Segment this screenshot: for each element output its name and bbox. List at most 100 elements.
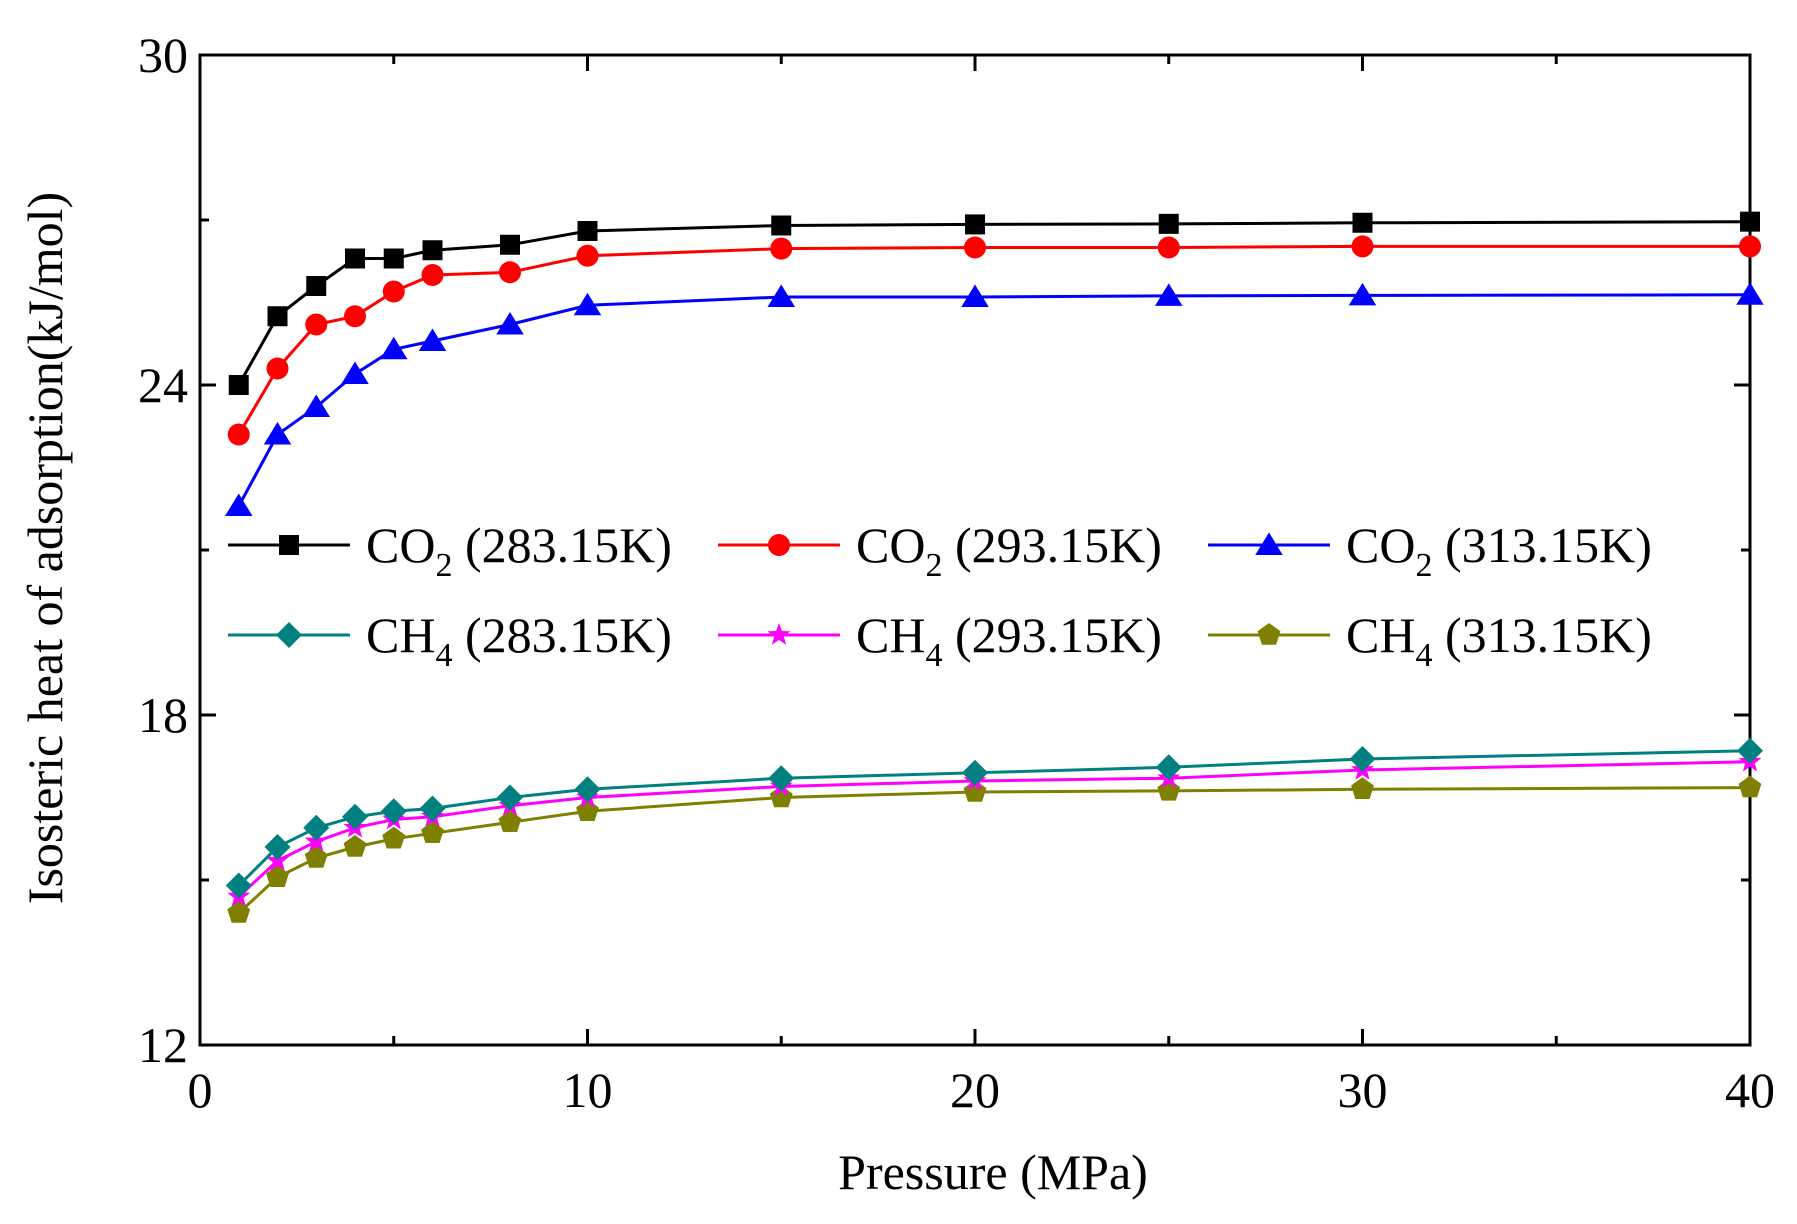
data-point bbox=[422, 240, 443, 261]
data-point bbox=[344, 305, 366, 328]
data-point bbox=[771, 215, 792, 236]
legend-marker bbox=[1257, 623, 1281, 645]
data-point bbox=[341, 361, 369, 384]
data-point bbox=[1351, 777, 1374, 799]
series-line bbox=[237, 293, 1751, 507]
data-point bbox=[419, 795, 446, 822]
data-point bbox=[1158, 213, 1179, 234]
data-point bbox=[1737, 737, 1763, 764]
data-point bbox=[304, 846, 328, 868]
data-point bbox=[303, 814, 330, 841]
data-point bbox=[1739, 235, 1761, 258]
series-1 bbox=[228, 211, 1760, 395]
legend-item-1: CO2 (283.15K) bbox=[228, 517, 672, 584]
legend-marker bbox=[1255, 532, 1283, 555]
data-point bbox=[266, 865, 289, 887]
series-line bbox=[237, 749, 1751, 887]
data-point bbox=[500, 234, 520, 255]
data-point bbox=[576, 244, 599, 267]
data-point bbox=[496, 312, 524, 335]
data-point bbox=[1155, 754, 1182, 781]
series-line bbox=[237, 786, 1751, 915]
data-point bbox=[228, 375, 249, 395]
data-point bbox=[421, 821, 444, 843]
data-point bbox=[576, 799, 599, 821]
data-point bbox=[225, 872, 252, 899]
data-point bbox=[382, 280, 405, 303]
series-4 bbox=[225, 737, 1763, 899]
legend-marker bbox=[768, 534, 790, 556]
data-point bbox=[767, 284, 795, 307]
data-point bbox=[498, 810, 522, 832]
data-point bbox=[380, 336, 408, 360]
series-line bbox=[237, 244, 1750, 436]
data-point bbox=[769, 785, 793, 808]
data-point bbox=[306, 276, 327, 296]
data-point bbox=[380, 798, 407, 825]
data-point bbox=[227, 423, 250, 446]
data-point bbox=[267, 306, 288, 327]
data-point bbox=[577, 221, 598, 241]
data-point bbox=[383, 248, 404, 269]
data-point bbox=[961, 284, 989, 307]
axis-ticks: 0 10 20 30 40 12 18 24 30 bbox=[138, 27, 1775, 1118]
data-point bbox=[1157, 236, 1180, 259]
legend-item-6: CH4 (313.15K) bbox=[1208, 607, 1652, 674]
data-point bbox=[768, 765, 795, 792]
data-point bbox=[343, 835, 367, 857]
legend-marker bbox=[279, 535, 299, 555]
legend-item-3: CO2 (313.15K) bbox=[1208, 517, 1652, 584]
data-point bbox=[421, 264, 444, 286]
data-point bbox=[1738, 775, 1762, 798]
data-point bbox=[1740, 211, 1760, 232]
data-point bbox=[1736, 282, 1764, 305]
legend-item-5: CH4 (293.15K) bbox=[718, 607, 1162, 674]
y-axis-title: Isosteric heat of adsorption(kJ/mol) bbox=[17, 192, 73, 904]
data-series bbox=[225, 211, 1764, 923]
data-point bbox=[1352, 212, 1373, 233]
legend-label: CO2 (283.15K) bbox=[366, 517, 672, 584]
data-point bbox=[964, 236, 986, 259]
y-tick-label: 30 bbox=[138, 27, 188, 83]
data-point bbox=[418, 328, 447, 351]
data-point bbox=[302, 394, 330, 417]
x-tick-label: 30 bbox=[1338, 1062, 1388, 1118]
legend-item-4: CH4 (283.15K) bbox=[228, 607, 672, 674]
data-point bbox=[342, 803, 368, 830]
series-2 bbox=[227, 235, 1761, 446]
legend-item-2: CO2 (293.15K) bbox=[718, 517, 1162, 584]
data-point bbox=[770, 237, 793, 260]
x-axis-title: Pressure (MPa) bbox=[838, 1144, 1148, 1200]
data-point bbox=[264, 834, 291, 860]
series-6 bbox=[227, 775, 1762, 923]
series-3 bbox=[225, 282, 1764, 516]
data-point bbox=[1155, 283, 1183, 306]
data-point bbox=[963, 780, 987, 802]
x-tick-label: 0 bbox=[188, 1062, 213, 1118]
x-tick-label: 10 bbox=[563, 1062, 613, 1118]
data-point bbox=[574, 776, 601, 803]
legend-label: CO2 (293.15K) bbox=[856, 517, 1162, 584]
x-tick-label: 40 bbox=[1725, 1062, 1775, 1118]
y-tick-label: 24 bbox=[138, 357, 188, 413]
legend-label: CH4 (293.15K) bbox=[856, 607, 1162, 674]
data-point bbox=[1348, 282, 1377, 306]
legend-label: CH4 (283.15K) bbox=[366, 607, 672, 674]
data-point bbox=[573, 292, 602, 316]
legend-marker bbox=[767, 623, 791, 645]
legend: CO2 (283.15K) CO2 (293.15K) CO2 (313.15K) C… bbox=[228, 517, 1652, 674]
data-point bbox=[1349, 746, 1376, 772]
y-tick-label: 18 bbox=[138, 687, 188, 743]
data-point bbox=[305, 313, 328, 336]
legend-label: CO2 (313.15K) bbox=[1346, 517, 1652, 584]
data-point bbox=[263, 422, 292, 445]
legend-marker bbox=[276, 622, 302, 648]
data-point bbox=[382, 826, 406, 849]
data-point bbox=[497, 784, 523, 811]
data-point bbox=[965, 214, 985, 235]
y-tick-label: 12 bbox=[138, 1017, 188, 1073]
data-point bbox=[225, 493, 253, 516]
data-point bbox=[227, 901, 251, 923]
data-point bbox=[345, 248, 365, 269]
